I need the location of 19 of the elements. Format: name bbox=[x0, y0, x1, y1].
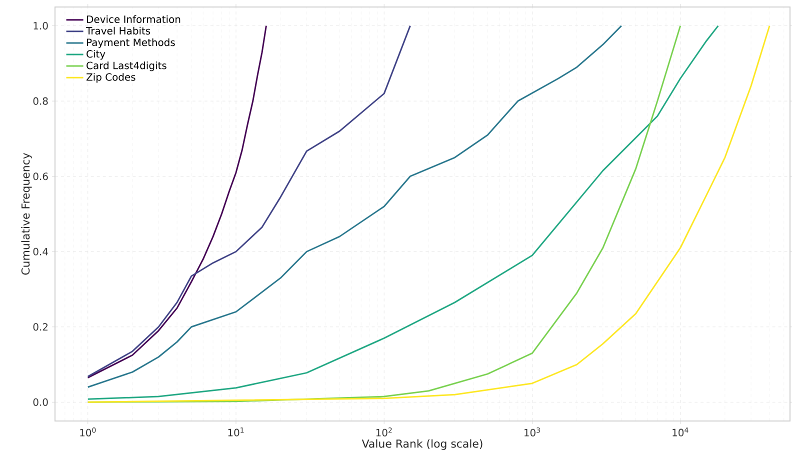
x-tick-label: 10$^{0}$ bbox=[80, 428, 96, 436]
y-tick-label: 0.6 bbox=[33, 172, 48, 180]
legend-label: Zip Codes bbox=[86, 73, 136, 83]
x-tick-label: 10$^{2}$ bbox=[376, 428, 392, 436]
y-axis-title: Cumulative Frequency bbox=[21, 152, 32, 275]
legend-label: Device Information bbox=[87, 15, 180, 24]
x-tick-label: 10$^{3}$ bbox=[524, 428, 540, 436]
y-tick-label: 0.2 bbox=[33, 323, 48, 331]
legend-label: Payment Methods bbox=[87, 38, 175, 48]
x-axis-title: Value Rank (log scale) bbox=[362, 439, 482, 450]
legend-label: Card Last4digits bbox=[86, 62, 166, 72]
y-tick-label: 1.0 bbox=[34, 22, 48, 30]
x-tick-label: 10$^{4}$ bbox=[672, 428, 688, 436]
x-tick-label: 10$^{1}$ bbox=[228, 428, 244, 436]
y-tick-label: 0.4 bbox=[33, 248, 48, 256]
y-tick-label: 0.8 bbox=[33, 97, 48, 105]
y-tick-label: 0.0 bbox=[33, 398, 48, 406]
legend-label: Travel Habits bbox=[86, 26, 150, 35]
legend-label: City bbox=[86, 50, 106, 60]
